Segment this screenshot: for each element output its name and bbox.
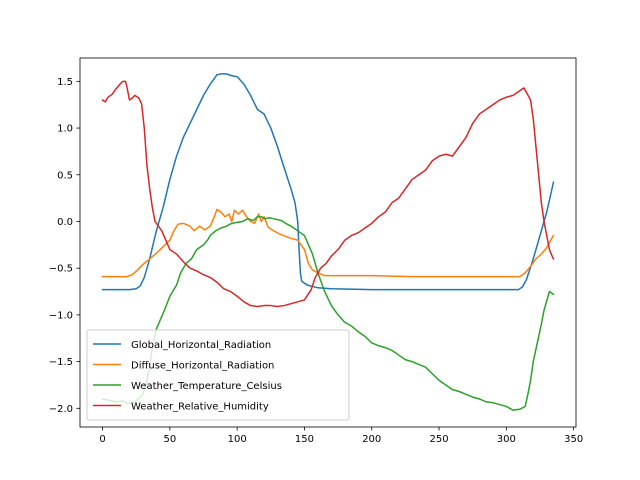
axes-layer: [79, 57, 577, 428]
y-tick-label: 1.5: [57, 77, 73, 88]
y-tick-label: −1.5: [49, 357, 73, 368]
legend-entry-label: Weather_Relative_Humidity: [131, 402, 269, 413]
y-axis: −2.0 −1.5 −1.0 −0.5 0.0 0.5 1.0 1.5: [49, 77, 80, 415]
y-tick-label: −2.0: [49, 404, 73, 415]
legend-entry-label: Diffuse_Horizontal_Radiation: [131, 361, 274, 372]
x-tick-label: 0: [99, 434, 105, 445]
series-line-1: [101, 208, 555, 278]
x-tick-label: 100: [228, 434, 247, 445]
y-tick-label: −0.5: [49, 264, 73, 275]
x-tick-label: 200: [362, 434, 381, 445]
x-tick-label: 50: [163, 434, 176, 445]
legend-entry-label: Weather_Temperature_Celsius: [131, 381, 282, 392]
legend: Global_Horizontal_Radiation Diffuse_Horiz…: [86, 329, 350, 421]
x-axis: 0 50 100 150 200 250 300 350: [99, 427, 583, 445]
series-line-0: [101, 73, 555, 291]
legend-entry-label: Global_Horizontal_Radiation: [131, 340, 271, 351]
legend-box: [86, 329, 350, 421]
y-tick-label: −1.0: [49, 310, 73, 321]
plot-frame: [79, 57, 577, 428]
series-layer: [101, 73, 555, 411]
x-tick-label: 250: [429, 434, 448, 445]
series-line-3: [101, 80, 555, 308]
series-line-2: [101, 216, 555, 411]
x-tick-label: 150: [295, 434, 314, 445]
y-tick-label: 1.0: [57, 124, 73, 135]
x-tick-label: 350: [564, 434, 583, 445]
x-tick-label: 300: [497, 434, 516, 445]
y-tick-label: 0.0: [57, 217, 73, 228]
y-tick-label: 0.5: [57, 170, 73, 181]
